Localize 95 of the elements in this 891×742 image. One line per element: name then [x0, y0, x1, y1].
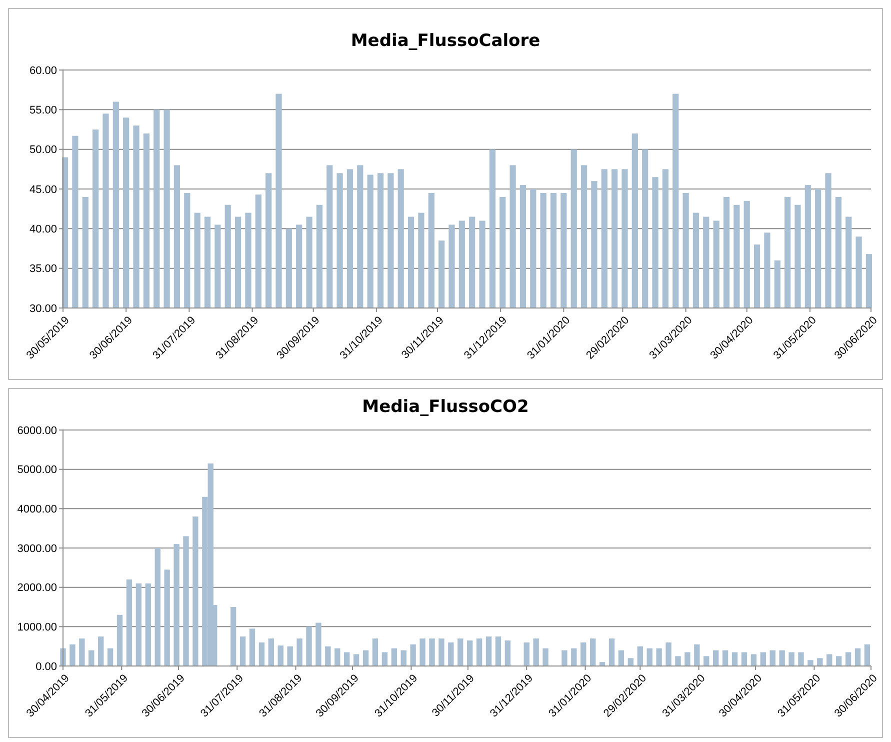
bar: [154, 548, 160, 666]
bar: [296, 638, 302, 666]
bar: [391, 648, 397, 666]
bar: [571, 648, 577, 666]
bar: [382, 652, 388, 666]
bar: [836, 656, 842, 666]
bar: [116, 614, 123, 666]
y-tick-label: 50.00: [29, 144, 57, 156]
bar: [88, 650, 94, 666]
bar: [864, 644, 870, 666]
bar: [325, 646, 331, 666]
bar: [666, 642, 672, 666]
bar: [230, 607, 236, 666]
bar: [732, 652, 738, 666]
bar: [183, 536, 189, 666]
bar: [808, 660, 814, 666]
bar: [694, 644, 700, 666]
bar: [70, 644, 76, 666]
bar: [760, 652, 766, 666]
bar: [637, 646, 643, 666]
bar: [240, 636, 246, 666]
bar: [268, 638, 274, 666]
y-tick-label: 1000.00: [17, 622, 57, 634]
bar: [684, 652, 690, 666]
bar: [98, 636, 104, 666]
y-tick-label: 45.00: [29, 184, 57, 196]
bar: [722, 650, 728, 666]
bar: [580, 642, 586, 666]
bar: [770, 650, 776, 666]
y-tick-label: 3000.00: [17, 542, 57, 555]
bar: [192, 516, 198, 666]
bar: [174, 544, 180, 666]
bar: [504, 640, 511, 666]
bar: [249, 628, 256, 666]
bar: [675, 656, 681, 666]
bar: [258, 642, 265, 666]
bar: [353, 654, 360, 666]
bar: [798, 652, 804, 666]
bar: [817, 658, 823, 666]
bar: [420, 638, 426, 666]
bar: [278, 646, 284, 666]
bar: [79, 638, 85, 666]
bar: [628, 658, 634, 666]
bar: [458, 638, 464, 666]
y-tick-label: 4000.00: [17, 504, 57, 516]
bar: [562, 650, 568, 666]
y-tick-label: 35.00: [29, 263, 57, 276]
bar: [845, 652, 852, 666]
bar: [107, 648, 114, 666]
bar: [712, 650, 719, 666]
bar: [750, 654, 757, 666]
bar: [400, 650, 406, 666]
bar: [486, 636, 492, 666]
bar: [362, 650, 369, 666]
bar: [590, 638, 596, 666]
bar: [164, 570, 170, 666]
bar: [316, 622, 322, 666]
bar: [372, 638, 378, 666]
bar: [467, 640, 473, 666]
bar: [608, 638, 615, 666]
bar: [410, 644, 416, 666]
bar: [533, 638, 539, 666]
chart-title: Media_FlussoCO2: [362, 397, 529, 417]
bar: [306, 626, 312, 666]
bar: [542, 648, 548, 666]
y-tick-label: 55.00: [29, 104, 57, 117]
y-tick-label: 5000.00: [17, 464, 57, 476]
y-tick-label: 30.00: [29, 302, 57, 315]
bar: [704, 656, 710, 666]
bar: [145, 583, 151, 666]
bar: [438, 638, 444, 666]
bar: [476, 638, 482, 666]
bar: [646, 648, 652, 666]
bar: [524, 642, 530, 666]
bar: [741, 652, 748, 666]
bar: [344, 652, 350, 666]
y-tick-label: 40.00: [29, 224, 57, 236]
bar: [788, 652, 794, 666]
bar: [287, 646, 293, 666]
bar: [854, 648, 861, 666]
chart-title: Media_FlussoCalore: [350, 31, 540, 51]
bar: [779, 650, 785, 666]
bar: [429, 638, 435, 666]
bar: [495, 636, 502, 666]
bar: [656, 648, 662, 666]
bar: [126, 579, 132, 666]
y-tick-label: 0.00: [36, 660, 57, 673]
bar: [826, 654, 832, 666]
bar: [448, 642, 454, 666]
bar: [334, 648, 340, 666]
bar: [136, 583, 142, 666]
y-tick-label: 60.00: [29, 64, 57, 77]
bar: [618, 650, 624, 666]
y-tick-label: 6000.00: [17, 424, 57, 437]
y-tick-label: 2000.00: [17, 582, 57, 594]
